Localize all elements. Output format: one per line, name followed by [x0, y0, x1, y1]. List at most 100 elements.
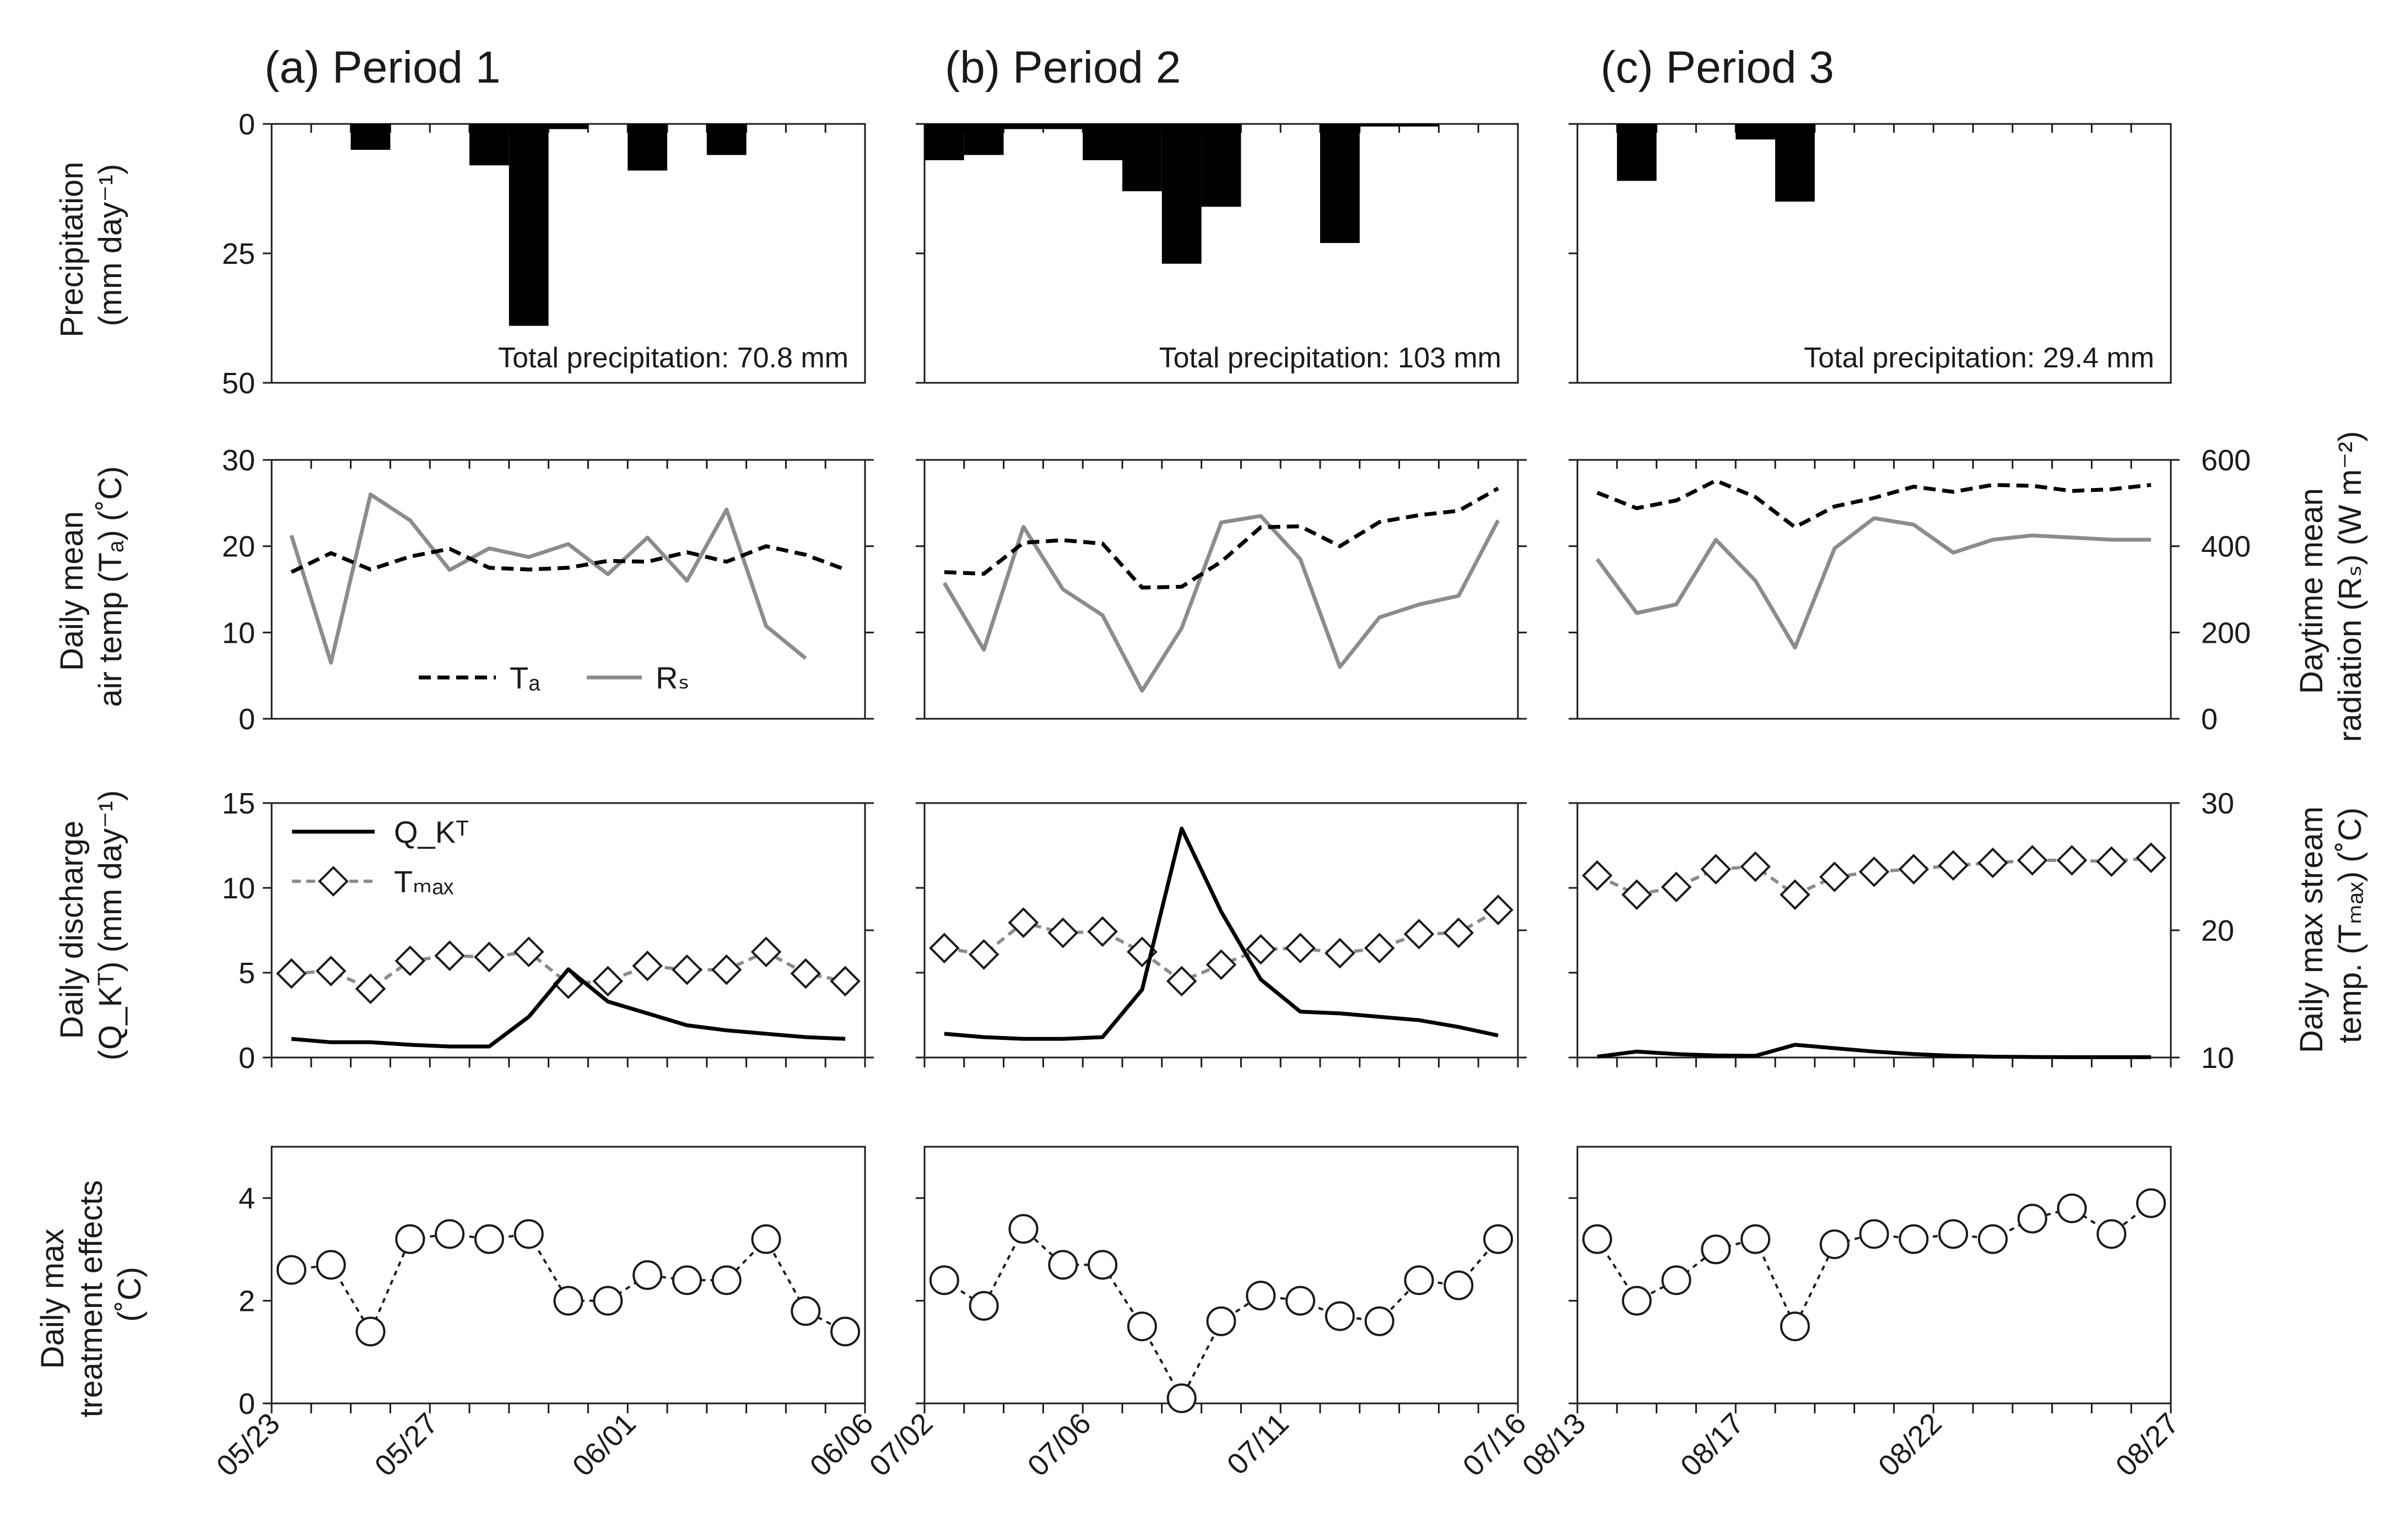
effect-marker — [1582, 1224, 1612, 1254]
effect-axis-label-line2: treatment effects — [73, 1180, 109, 1418]
y-tick-label: 10 — [222, 872, 255, 905]
effect-marker — [1166, 1383, 1197, 1413]
effect-marker — [1127, 1311, 1157, 1342]
effect-marker — [751, 1224, 781, 1254]
precip-bar — [509, 124, 549, 326]
effect-marker — [1977, 1224, 2008, 1254]
tmax-marker — [1661, 871, 1692, 903]
effect-marker — [711, 1265, 742, 1295]
date-tick-label: 07/16 — [1457, 1407, 1533, 1483]
precip-bar — [1399, 124, 1439, 127]
precip-bar — [350, 124, 391, 150]
tmax-marker — [2017, 845, 2048, 876]
precip-bar — [1043, 124, 1083, 129]
tmax-marker — [1245, 934, 1277, 965]
tmax-marker — [672, 954, 702, 985]
effect-marker — [2096, 1219, 2127, 1249]
temp-panel-frame — [271, 459, 866, 720]
effect-marker — [474, 1224, 504, 1254]
precip-bar — [1201, 124, 1241, 207]
tmax-marker — [1285, 932, 1316, 964]
effect-marker — [1938, 1219, 1969, 1249]
tmax-marker — [1483, 894, 1513, 925]
tmax-marker — [750, 936, 782, 968]
effect-marker — [276, 1255, 306, 1285]
tmax-marker — [1858, 856, 1890, 887]
tmax-marker — [968, 939, 999, 970]
legend-rs-label: Rₛ — [656, 660, 689, 695]
effect-marker — [1661, 1265, 1691, 1295]
tmax-marker — [1780, 879, 1810, 910]
precip-bar — [469, 124, 509, 166]
precip-bar — [1617, 124, 1657, 181]
date-tick-label: 06/06 — [804, 1407, 880, 1483]
tmax-marker — [1206, 949, 1237, 980]
discharge-axis-label-line1: Daily discharge — [54, 821, 90, 1039]
effect-marker — [1621, 1286, 1652, 1316]
tmax-marker — [355, 973, 386, 1005]
precip-bar — [1736, 124, 1775, 140]
radiation-tick-label: 0 — [2201, 703, 2218, 736]
precip-bar — [706, 124, 747, 155]
tmax-marker — [1403, 919, 1435, 950]
effect-marker — [593, 1286, 623, 1316]
date-tick-label: 07/02 — [863, 1407, 939, 1483]
tmax-marker — [394, 945, 426, 977]
discharge-panel-frame — [1576, 802, 2172, 1059]
y-tick-label: 25 — [222, 237, 255, 270]
precip-axis-label-line1: Precipitation — [54, 161, 90, 337]
q-series-line — [944, 826, 1499, 1041]
tmax-marker — [2096, 846, 2127, 877]
tmax-marker — [1582, 860, 1613, 891]
effect-marker — [1088, 1250, 1118, 1280]
tmax-marker — [315, 956, 347, 986]
y-tick-label: 0 — [239, 1387, 255, 1420]
tmax-marker — [1047, 917, 1079, 948]
y-tick-label: 0 — [239, 1042, 255, 1075]
effect-series-line — [291, 1233, 846, 1334]
tmax-marker — [474, 941, 505, 973]
effect-marker — [633, 1260, 663, 1290]
q-series-line — [1597, 1043, 2152, 1059]
effect-marker — [2057, 1193, 2087, 1223]
panel-title-b: (b) Period 2 — [945, 42, 1181, 93]
radiation-tick-label: 600 — [2201, 444, 2251, 477]
effect-marker — [1819, 1229, 1850, 1260]
effect-marker — [1364, 1306, 1394, 1336]
date-tick-label: 07/11 — [1221, 1407, 1295, 1481]
effect-marker — [2017, 1203, 2047, 1234]
effect-marker — [1701, 1234, 1731, 1265]
date-tick-label: 08/13 — [1516, 1407, 1592, 1483]
tmax-marker — [1740, 851, 1771, 882]
tmax-marker — [276, 958, 307, 989]
tmax-marker — [2136, 842, 2166, 874]
rs-series-line — [289, 492, 807, 665]
precip-bar — [548, 124, 588, 129]
date-tick-label: 05/27 — [369, 1407, 445, 1483]
effect-marker — [1048, 1250, 1078, 1280]
tmax-marker — [790, 958, 821, 989]
effect-marker — [2136, 1188, 2166, 1218]
effect-marker — [672, 1265, 702, 1295]
effect-marker — [1899, 1224, 1929, 1254]
tmax-marker — [1898, 854, 1929, 885]
y-tick-label: 0 — [239, 703, 255, 736]
legend-tmax-label: Tₘₐₓ — [394, 864, 454, 899]
tmax-marker — [632, 950, 663, 982]
precip-bar — [964, 124, 1004, 155]
precip-bar — [628, 124, 667, 171]
precip-bar — [1320, 124, 1360, 243]
y-tick-label: 2 — [239, 1285, 255, 1318]
effect-marker — [435, 1219, 465, 1249]
temp-panel-frame — [1576, 459, 2172, 720]
total-precip-label: Total precipitation: 103 mm — [1159, 342, 1501, 374]
radiation-axis-label-line2: radiation (Rₛ) (W m⁻²) — [2332, 431, 2368, 742]
effect-marker — [830, 1316, 861, 1347]
effect-marker — [1740, 1224, 1771, 1254]
effect-panel-frame — [923, 1146, 1519, 1405]
legend-tmax-marker — [318, 866, 349, 897]
tmax-marker — [1166, 966, 1197, 997]
tmax-marker — [2056, 845, 2088, 876]
effect-marker — [1404, 1265, 1434, 1295]
